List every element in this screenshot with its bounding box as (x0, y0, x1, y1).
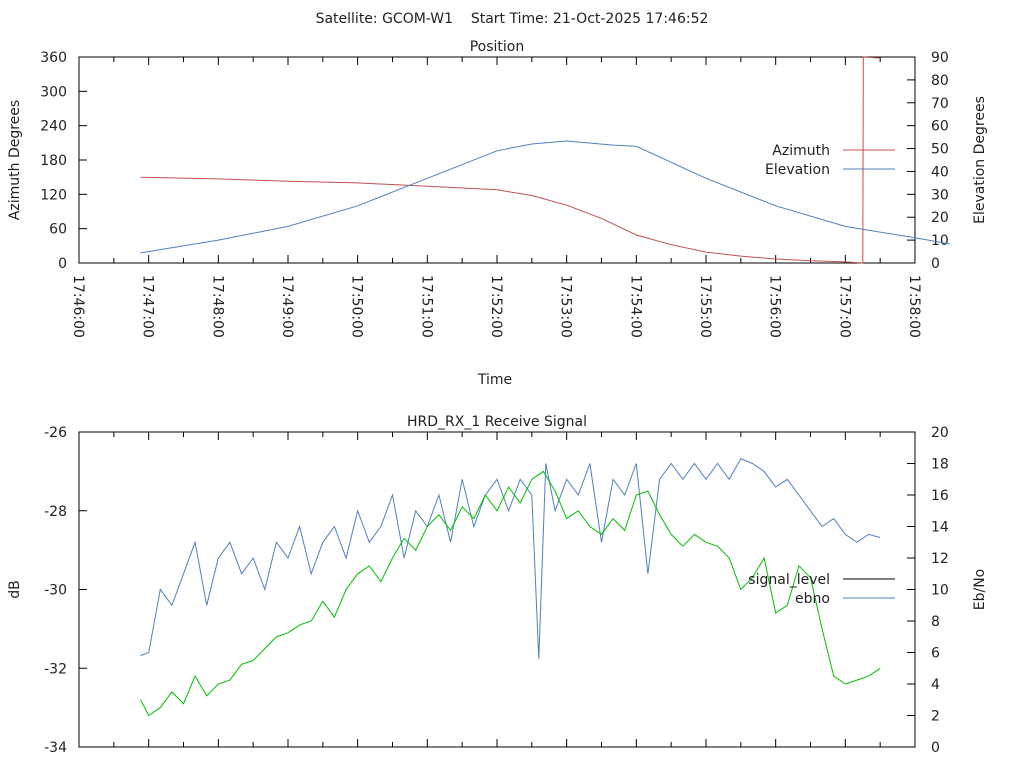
series-line-signal_level (140, 470, 881, 717)
y2-tick-label: 20 (931, 425, 949, 441)
y2-axis-label: Eb/No (972, 569, 988, 611)
y2-tick-label: 60 (931, 119, 949, 135)
y2-tick-label: 70 (931, 96, 949, 112)
series-line-Azimuth (140, 56, 881, 264)
y2-tick-label: 8 (931, 614, 940, 630)
y2-tick-label: 20 (931, 210, 949, 226)
y-tick-label: -30 (44, 583, 67, 599)
plot-title: HRD_RX_1 Receive Signal (407, 414, 587, 430)
x-tick-label: 17:46:00 (70, 275, 86, 338)
y2-tick-label: 50 (931, 142, 949, 158)
y-tick-label: -32 (44, 661, 67, 677)
y2-tick-label: 10 (931, 583, 949, 599)
y-tick-label: -34 (44, 740, 67, 756)
x-tick-label: 17:48:00 (209, 275, 225, 338)
x-tick-label: 17:47:00 (140, 275, 156, 338)
x-tick-label: 17:51:00 (418, 275, 434, 338)
series-line-Elevation (140, 140, 950, 254)
y-tick-label: 0 (58, 256, 67, 272)
x-tick-label: 17:53:00 (558, 275, 574, 338)
legend-label: ebno (795, 591, 830, 607)
y2-tick-label: 10 (931, 233, 949, 249)
x-tick-label: 17:56:00 (767, 275, 783, 338)
y-tick-label: 360 (40, 50, 67, 66)
legend-label: Elevation (765, 162, 830, 178)
y2-tick-label: 0 (931, 256, 940, 272)
y2-tick-label: 14 (931, 520, 949, 536)
y2-tick-label: 40 (931, 164, 949, 180)
legend-label: Azimuth (772, 143, 830, 159)
y-tick-label: -26 (44, 425, 67, 441)
y2-tick-label: 2 (931, 709, 940, 725)
y-tick-label: 120 (40, 187, 67, 203)
main-title: Satellite: GCOM-W1 Start Time: 21-Oct-20… (316, 11, 709, 27)
y2-tick-label: 0 (931, 740, 940, 756)
legend-label: signal_level (748, 572, 830, 588)
y2-tick-label: 18 (931, 457, 949, 473)
y-tick-label: -28 (44, 504, 67, 520)
y2-tick-label: 30 (931, 187, 949, 203)
y2-tick-label: 80 (931, 73, 949, 89)
plot-frame (78, 56, 916, 264)
x-tick-label: 17:57:00 (836, 275, 852, 338)
y-tick-label: 60 (49, 222, 67, 238)
y-axis-label: dB (7, 580, 23, 599)
y2-tick-label: 16 (931, 488, 949, 504)
y-tick-label: 180 (40, 153, 67, 169)
plot-title: Position (470, 39, 525, 55)
x-tick-label: 17:55:00 (697, 275, 713, 338)
y2-tick-label: 90 (931, 50, 949, 66)
y-tick-label: 240 (40, 119, 67, 135)
y-tick-label: 300 (40, 84, 67, 100)
x-tick-label: 17:49:00 (279, 275, 295, 338)
y2-tick-label: 6 (931, 646, 940, 662)
y-axis-label: Azimuth Degrees (7, 100, 23, 220)
x-tick-label: 17:52:00 (488, 275, 504, 338)
x-tick-label: 17:54:00 (627, 275, 643, 338)
x-axis-label: Time (477, 372, 512, 388)
x-tick-label: 17:58:00 (906, 275, 922, 338)
x-tick-label: 17:50:00 (349, 275, 365, 338)
y2-axis-label: Elevation Degrees (972, 96, 988, 224)
y2-tick-label: 12 (931, 551, 949, 567)
y2-tick-label: 4 (931, 677, 940, 693)
